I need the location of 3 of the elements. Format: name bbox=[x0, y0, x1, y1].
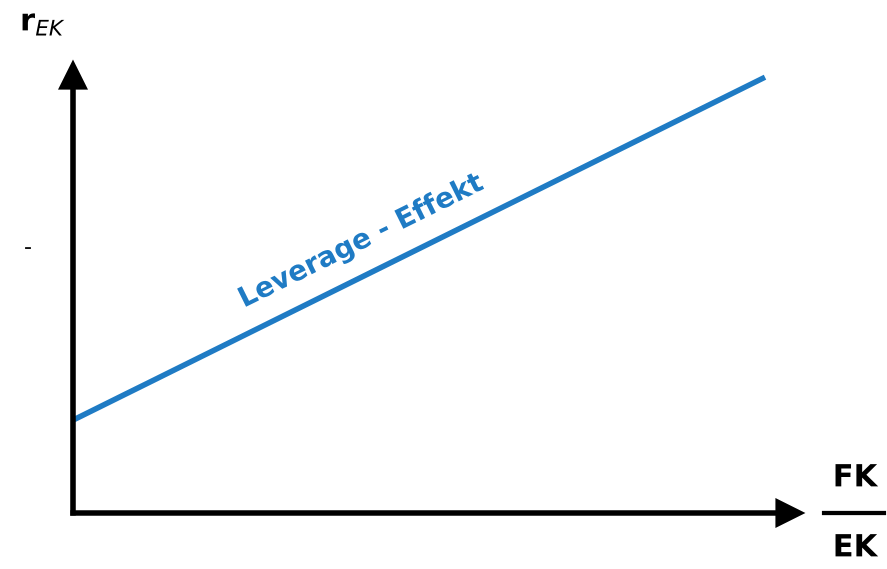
annotation: - bbox=[25, 247, 31, 249]
y-axis-title: r$_{EK}$ bbox=[22, 13, 64, 36]
text: FK EK bbox=[836, 464, 878, 556]
